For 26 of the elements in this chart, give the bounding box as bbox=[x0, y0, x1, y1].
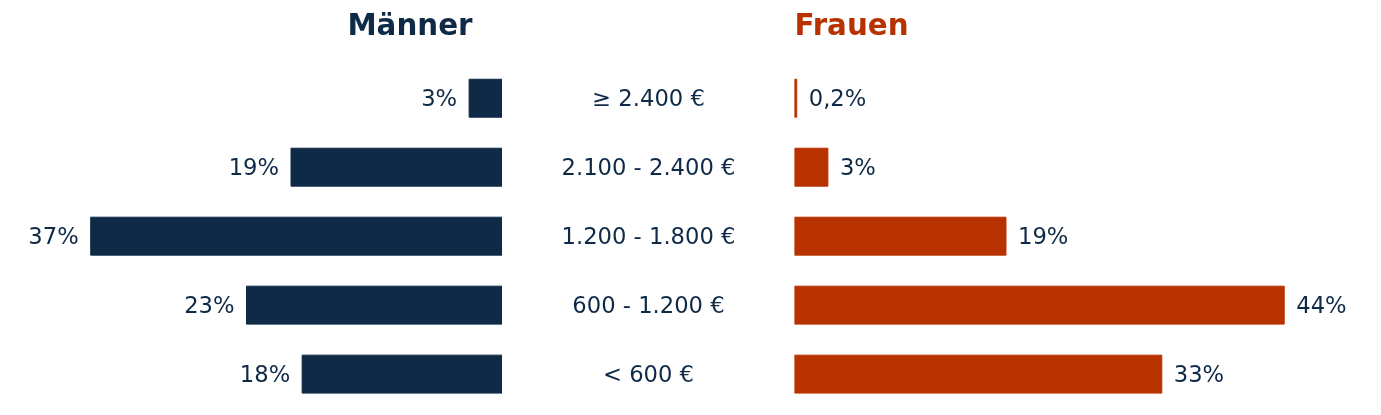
data-label: 37% bbox=[28, 223, 79, 250]
data-label: 33% bbox=[1173, 361, 1225, 388]
bar bbox=[246, 285, 502, 325]
y-tick-label: 2.100 - 2.400 € bbox=[561, 154, 736, 181]
bar bbox=[794, 285, 1285, 325]
bar bbox=[301, 354, 502, 394]
bar bbox=[794, 216, 1007, 256]
chart-title: Männer bbox=[347, 7, 474, 42]
data-label: 19% bbox=[228, 154, 280, 181]
y-tick-label: < 600 € bbox=[602, 361, 695, 388]
y-tick-label: ≥ 2.400 € bbox=[592, 85, 705, 112]
bar bbox=[468, 78, 502, 118]
chart-title: Frauen bbox=[794, 7, 909, 42]
data-label: 44% bbox=[1296, 292, 1347, 319]
bar bbox=[290, 147, 502, 187]
data-label: 3% bbox=[421, 85, 458, 112]
y-tick-label: 600 - 1.200 € bbox=[572, 292, 725, 319]
data-label: 18% bbox=[239, 361, 291, 388]
data-label: 19% bbox=[1017, 223, 1069, 250]
data-label: 0,2% bbox=[808, 85, 867, 112]
bar bbox=[794, 354, 1163, 394]
bar bbox=[794, 147, 829, 187]
bar bbox=[90, 216, 502, 256]
y-tick-label: 1.200 - 1.800 € bbox=[561, 223, 736, 250]
data-label: 23% bbox=[184, 292, 235, 319]
data-label: 3% bbox=[839, 154, 876, 181]
